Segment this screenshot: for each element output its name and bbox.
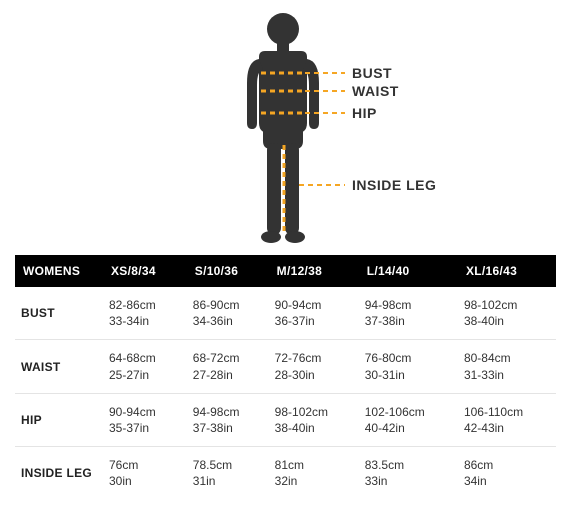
cell-cm: 72-76cm <box>275 351 322 365</box>
cell-cm: 90-94cm <box>109 405 156 419</box>
cell: 82-86cm 33-34in <box>103 287 187 340</box>
cell: 106-110cm 42-43in <box>458 393 556 446</box>
body-shape-icon <box>0 0 566 255</box>
cell-cm: 106-110cm <box>464 405 523 419</box>
header-size: XL/16/43 <box>458 255 556 287</box>
cell: 86cm 34in <box>458 447 556 500</box>
cell: 83.5cm 33in <box>359 447 458 500</box>
row-label: HIP <box>15 393 103 446</box>
header-size: M/12/38 <box>269 255 359 287</box>
cell: 76cm 30in <box>103 447 187 500</box>
cell-cm: 102-106cm <box>365 405 425 419</box>
cell-cm: 86cm <box>464 458 493 472</box>
cell-cm: 98-102cm <box>464 298 517 312</box>
cell: 98-102cm 38-40in <box>458 287 556 340</box>
cell-in: 34in <box>464 474 487 488</box>
cell-cm: 98-102cm <box>275 405 328 419</box>
cell-in: 34-36in <box>193 314 233 328</box>
table-row: WAIST 64-68cm 25-27in 68-72cm 27-28in 72-76cm… <box>15 340 556 393</box>
cell: 102-106cm 40-42in <box>359 393 458 446</box>
cell: 98-102cm 38-40in <box>269 393 359 446</box>
row-label: BUST <box>15 287 103 340</box>
cell: 90-94cm 35-37in <box>103 393 187 446</box>
cell-in: 35-37in <box>109 421 149 435</box>
cell-cm: 78.5cm <box>193 458 232 472</box>
cell-in: 25-27in <box>109 368 149 382</box>
cell-in: 38-40in <box>464 314 504 328</box>
cell-in: 30-31in <box>365 368 405 382</box>
cell-in: 40-42in <box>365 421 405 435</box>
cell-cm: 82-86cm <box>109 298 156 312</box>
cell: 64-68cm 25-27in <box>103 340 187 393</box>
cell: 80-84cm 31-33in <box>458 340 556 393</box>
size-guide: BUST WAIST HIP INSIDE LEG WOMENS XS/8/34… <box>0 0 566 500</box>
cell-in: 33in <box>365 474 388 488</box>
cell: 81cm 32in <box>269 447 359 500</box>
cell-in: 42-43in <box>464 421 504 435</box>
size-table-body: BUST 82-86cm 33-34in 86-90cm 34-36in 90-94cm 3… <box>15 287 556 500</box>
cell-cm: 64-68cm <box>109 351 156 365</box>
cell: 90-94cm 36-37in <box>269 287 359 340</box>
cell-in: 28-30in <box>275 368 315 382</box>
cell-in: 38-40in <box>275 421 315 435</box>
cell-cm: 81cm <box>275 458 304 472</box>
cell-in: 30in <box>109 474 132 488</box>
row-label: WAIST <box>15 340 103 393</box>
header-size: L/14/40 <box>359 255 458 287</box>
cell-in: 36-37in <box>275 314 315 328</box>
table-row: HIP 90-94cm 35-37in 94-98cm 37-38in 98-102cm 3… <box>15 393 556 446</box>
body-diagram: BUST WAIST HIP INSIDE LEG <box>0 0 566 255</box>
size-table-header-row: WOMENS XS/8/34 S/10/36 M/12/38 L/14/40 X… <box>15 255 556 287</box>
cell-in: 37-38in <box>193 421 233 435</box>
cell-in: 37-38in <box>365 314 405 328</box>
cell-cm: 94-98cm <box>365 298 412 312</box>
header-corner: WOMENS <box>15 255 103 287</box>
cell-in: 31in <box>193 474 216 488</box>
cell-cm: 86-90cm <box>193 298 240 312</box>
cell: 94-98cm 37-38in <box>359 287 458 340</box>
size-table: WOMENS XS/8/34 S/10/36 M/12/38 L/14/40 X… <box>15 255 556 500</box>
cell-cm: 80-84cm <box>464 351 511 365</box>
row-label: INSIDE LEG <box>15 447 103 500</box>
cell-cm: 76-80cm <box>365 351 412 365</box>
cell: 86-90cm 34-36in <box>187 287 269 340</box>
cell-in: 27-28in <box>193 368 233 382</box>
cell-cm: 94-98cm <box>193 405 240 419</box>
table-row: BUST 82-86cm 33-34in 86-90cm 34-36in 90-94cm 3… <box>15 287 556 340</box>
header-size: XS/8/34 <box>103 255 187 287</box>
cell-in: 31-33in <box>464 368 504 382</box>
table-row: INSIDE LEG 76cm 30in 78.5cm 31in 81cm 32in 83.5… <box>15 447 556 500</box>
cell-in: 33-34in <box>109 314 149 328</box>
cell-cm: 83.5cm <box>365 458 404 472</box>
cell-cm: 68-72cm <box>193 351 240 365</box>
header-size: S/10/36 <box>187 255 269 287</box>
cell: 76-80cm 30-31in <box>359 340 458 393</box>
cell: 94-98cm 37-38in <box>187 393 269 446</box>
cell: 68-72cm 27-28in <box>187 340 269 393</box>
cell-in: 32in <box>275 474 298 488</box>
cell: 78.5cm 31in <box>187 447 269 500</box>
cell: 72-76cm 28-30in <box>269 340 359 393</box>
cell-cm: 76cm <box>109 458 138 472</box>
cell-cm: 90-94cm <box>275 298 322 312</box>
